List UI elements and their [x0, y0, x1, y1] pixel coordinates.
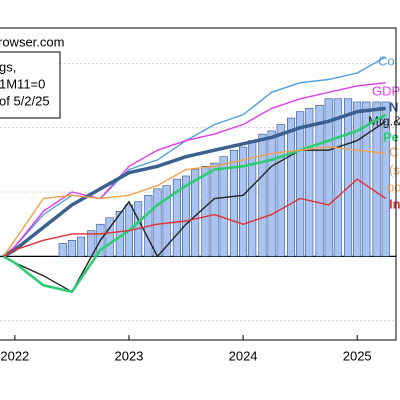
line [3, 120, 387, 293]
bar [67, 239, 76, 257]
bar [239, 146, 248, 257]
bar [381, 101, 390, 257]
bar [333, 98, 342, 257]
bar [362, 101, 371, 257]
plot-frame [0, 27, 397, 341]
bar [344, 98, 353, 257]
series-label: C [389, 144, 398, 159]
x-tick-label: 2024 [229, 348, 258, 363]
bar [153, 188, 162, 257]
series-label: po [387, 179, 400, 194]
bar [162, 185, 171, 257]
bar [258, 133, 267, 257]
bar [315, 104, 324, 257]
line [2, 82, 386, 257]
bar [229, 149, 238, 257]
bar [181, 175, 191, 257]
series-label: Mtg.& [368, 113, 400, 128]
bar [105, 217, 114, 257]
x-tick-label: 2025 [343, 348, 372, 363]
bar [372, 101, 381, 257]
line [2, 113, 387, 294]
bar [286, 117, 296, 257]
bar [219, 156, 228, 257]
bar [296, 111, 305, 257]
series-label: N [389, 99, 398, 114]
bar [172, 178, 181, 257]
bar [324, 98, 333, 257]
bar [76, 236, 86, 257]
line [2, 106, 386, 258]
source: rowser.com [0, 34, 64, 49]
line [2, 146, 386, 257]
series-label: Pe [383, 129, 399, 144]
x-tick-label: 2023 [114, 348, 143, 363]
x-tick-label: 2022 [0, 348, 29, 363]
series-label: (s [389, 162, 400, 177]
legend-text: 1M11=0 [0, 76, 45, 91]
bar [305, 108, 314, 257]
bar [276, 124, 285, 257]
bar [267, 130, 276, 257]
series-label: Co [378, 53, 395, 68]
series-label: GDP [372, 83, 400, 98]
bar [201, 166, 210, 257]
line [3, 178, 387, 258]
bar [58, 243, 67, 257]
legend-text: gs, [0, 59, 16, 74]
series-label: In [389, 196, 400, 211]
legend-box [0, 51, 61, 119]
legend-text: of 5/2/25 [0, 93, 50, 108]
bar [210, 162, 219, 257]
